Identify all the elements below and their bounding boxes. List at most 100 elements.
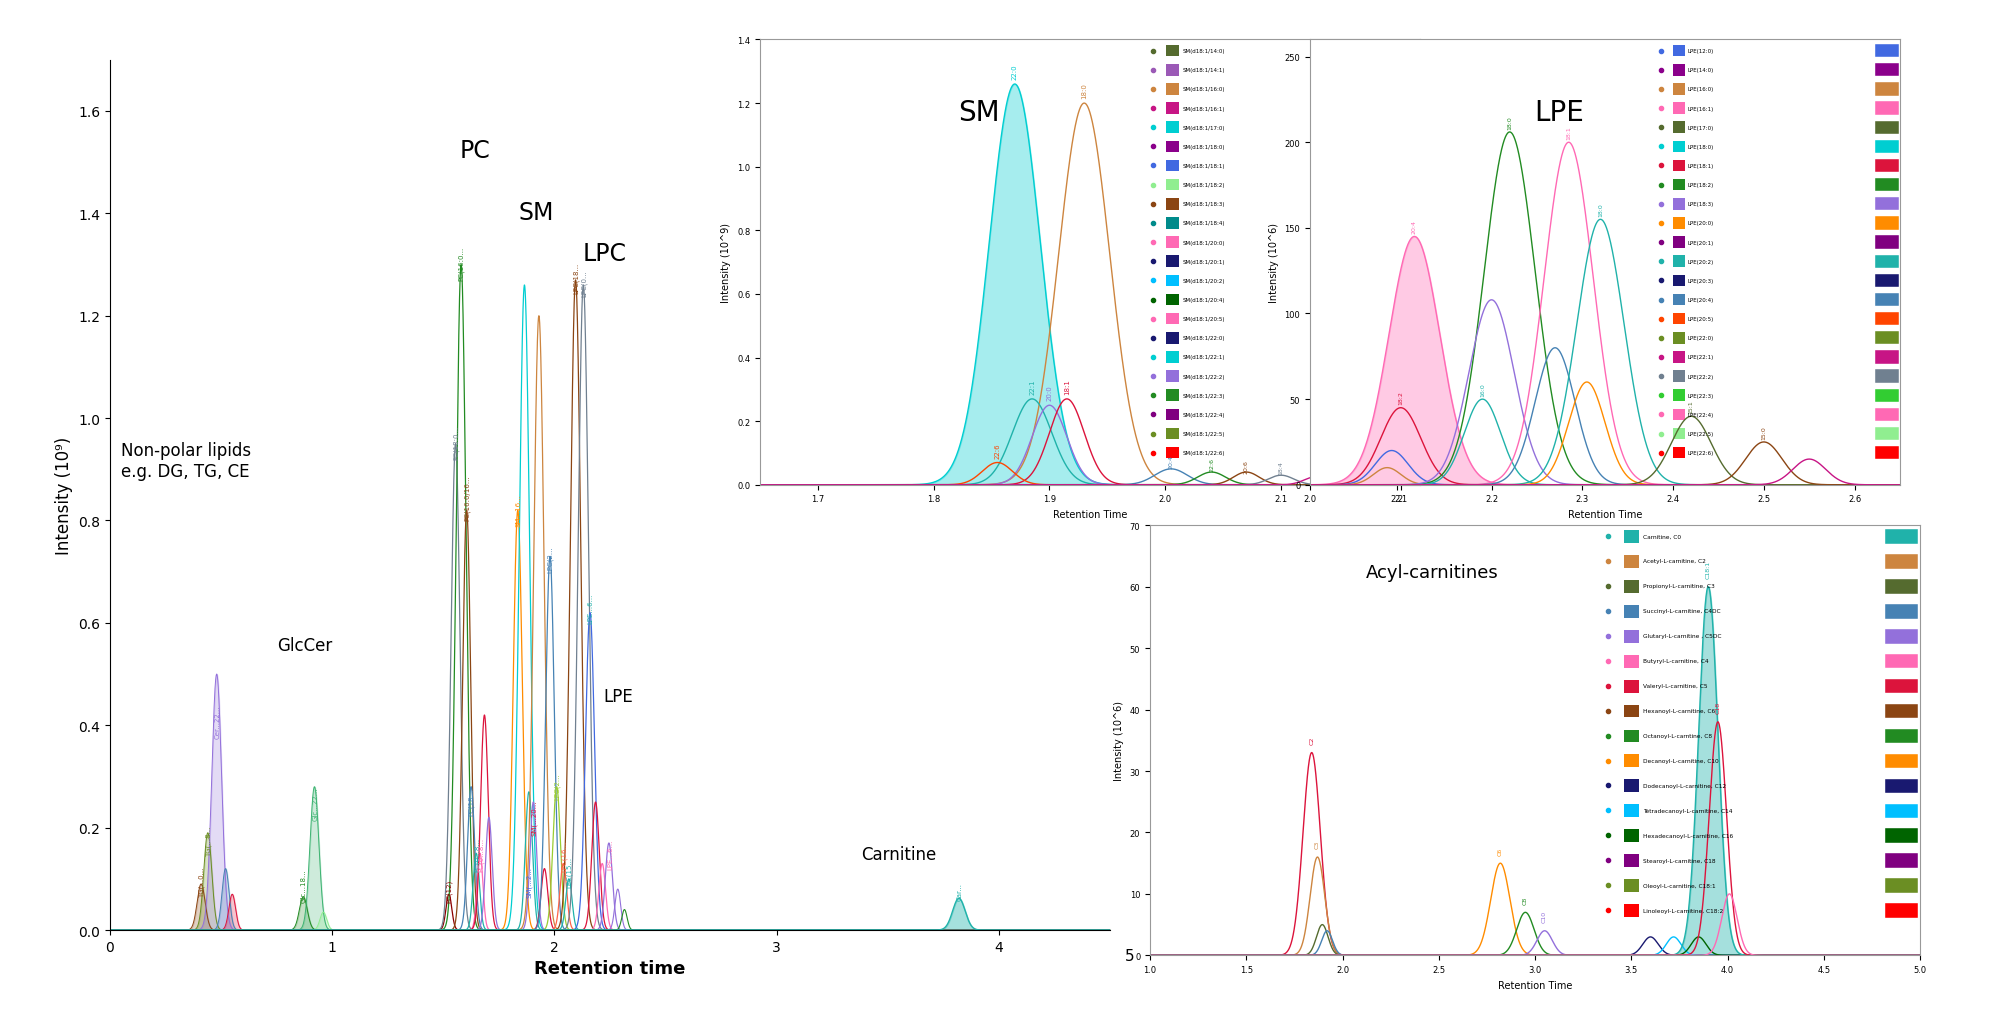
Text: SM(d18:1/20:1): SM(d18:1/20:1) xyxy=(1182,260,1224,265)
Text: SM(d18:1/20:5): SM(d18:1/20:5) xyxy=(1182,316,1224,321)
Text: PC(18:0...: PC(18:0... xyxy=(452,426,460,460)
Text: LPC(15...: LPC(15... xyxy=(566,855,572,887)
Text: LPC: LPC xyxy=(582,242,626,265)
Text: Cer...22...: Cer...22... xyxy=(214,705,220,738)
Text: C8: C8 xyxy=(1522,896,1528,904)
Bar xyxy=(1166,409,1180,421)
Bar xyxy=(1166,237,1180,249)
Bar xyxy=(1876,198,1898,211)
Text: 20:0: 20:0 xyxy=(1046,385,1052,401)
Text: C6: C6 xyxy=(1498,846,1502,854)
Text: Glutaryl-L-carnitine , C5DC: Glutaryl-L-carnitine , C5DC xyxy=(1642,634,1722,639)
Text: C3: C3 xyxy=(1314,840,1320,848)
Bar xyxy=(1672,65,1684,77)
Bar xyxy=(1394,370,1418,383)
Bar xyxy=(1886,778,1918,794)
Text: Valeryl-L-carnitine, C5: Valeryl-L-carnitine, C5 xyxy=(1642,683,1708,688)
Bar xyxy=(1394,83,1418,96)
Text: LPE(14:0): LPE(14:0) xyxy=(1688,68,1714,73)
Bar xyxy=(1166,275,1180,287)
Bar xyxy=(1166,103,1180,114)
Bar xyxy=(1394,332,1418,345)
Bar xyxy=(1886,804,1918,818)
Text: PC(16:0...: PC(16:0... xyxy=(458,247,464,281)
Bar xyxy=(1394,64,1418,78)
Text: LPE(18:1): LPE(18:1) xyxy=(1688,164,1714,169)
Text: Decanoyl-L-carnitine, C10: Decanoyl-L-carnitine, C10 xyxy=(1642,758,1718,763)
Text: SM(d18:1/18:1): SM(d18:1/18:1) xyxy=(1182,164,1224,169)
Bar xyxy=(1166,429,1180,440)
Bar xyxy=(1166,45,1180,58)
Bar xyxy=(1166,294,1180,306)
Y-axis label: Intensity (10^6): Intensity (10^6) xyxy=(1114,701,1124,780)
Text: Stearoyl-L-carnitine, C18: Stearoyl-L-carnitine, C18 xyxy=(1642,858,1716,863)
Bar xyxy=(1394,198,1418,211)
Bar xyxy=(1886,554,1918,569)
Text: 18:2: 18:2 xyxy=(1398,391,1404,404)
Bar xyxy=(1876,447,1898,460)
Bar xyxy=(1876,370,1898,383)
Text: LPE(16:0): LPE(16:0) xyxy=(1688,87,1714,92)
Text: SM...16...: SM...16... xyxy=(516,493,522,526)
Text: LPE(22:3): LPE(22:3) xyxy=(1688,393,1714,398)
Bar xyxy=(1624,531,1638,543)
Text: 18:1: 18:1 xyxy=(1064,379,1070,394)
Bar xyxy=(1876,312,1898,326)
Bar xyxy=(1886,904,1918,918)
Bar xyxy=(1672,352,1684,363)
Text: 15:1: 15:1 xyxy=(1688,399,1694,413)
Text: PC: PC xyxy=(460,139,490,163)
Bar xyxy=(1166,142,1180,153)
Text: LPE(22:1): LPE(22:1) xyxy=(1688,355,1714,360)
Bar xyxy=(1166,180,1180,191)
Text: Non-polar lipids
e.g. DG, TG, CE: Non-polar lipids e.g. DG, TG, CE xyxy=(122,441,252,480)
Text: SM(d18:1/18:0): SM(d18:1/18:0) xyxy=(1182,145,1224,150)
Bar xyxy=(1672,429,1684,440)
Bar xyxy=(1394,256,1418,269)
Bar xyxy=(1394,44,1418,59)
Y-axis label: Intensity (10^9): Intensity (10^9) xyxy=(722,222,732,303)
Text: 15:0: 15:0 xyxy=(1762,426,1766,439)
Bar xyxy=(1876,274,1898,288)
Bar xyxy=(1394,389,1418,402)
Text: PC(12): PC(12) xyxy=(446,879,452,902)
Bar xyxy=(1672,256,1684,268)
Text: 18:1: 18:1 xyxy=(1566,126,1572,140)
Bar xyxy=(1672,371,1684,382)
Bar xyxy=(1886,729,1918,743)
Bar xyxy=(1166,84,1180,96)
Bar xyxy=(1624,779,1638,793)
Bar xyxy=(1672,142,1684,153)
Text: LPC(16...: LPC(16... xyxy=(560,840,568,871)
Bar xyxy=(1876,102,1898,115)
Text: LPE(20:3): LPE(20:3) xyxy=(1688,279,1714,284)
Text: LPE(20:4): LPE(20:4) xyxy=(1688,297,1714,302)
Bar xyxy=(1624,655,1638,668)
Text: SM(d18:1/22:1): SM(d18:1/22:1) xyxy=(1182,355,1224,360)
Bar xyxy=(1876,256,1898,269)
Text: 20:4: 20:4 xyxy=(1412,219,1416,234)
Bar xyxy=(1876,332,1898,345)
Bar xyxy=(1624,829,1638,842)
Bar xyxy=(1394,447,1418,460)
Text: C18: C18 xyxy=(1716,702,1720,714)
Text: C2: C2 xyxy=(1310,736,1314,744)
Text: C10: C10 xyxy=(1542,910,1548,922)
Bar xyxy=(1886,679,1918,694)
Bar xyxy=(1672,275,1684,287)
Bar xyxy=(1166,333,1180,345)
Text: SM(d18:1/18:3): SM(d18:1/18:3) xyxy=(1182,202,1224,207)
Bar xyxy=(1672,103,1684,114)
Text: LPE(18:2): LPE(18:2) xyxy=(1688,183,1714,188)
Text: SM(d18:1/18:4): SM(d18:1/18:4) xyxy=(1182,221,1224,226)
Bar xyxy=(1876,44,1898,59)
Bar xyxy=(1672,199,1684,210)
Bar xyxy=(1886,879,1918,893)
Bar xyxy=(1886,853,1918,868)
Text: SM: SM xyxy=(518,200,554,224)
Bar xyxy=(1624,854,1638,867)
Text: LPE(22:5): LPE(22:5) xyxy=(1688,432,1714,437)
Text: LPE(16:1): LPE(16:1) xyxy=(1688,106,1714,111)
Text: Succinyl-L-carnitine, C4DC: Succinyl-L-carnitine, C4DC xyxy=(1642,609,1720,614)
Text: SM(d18:1/20:2): SM(d18:1/20:2) xyxy=(1182,279,1224,284)
